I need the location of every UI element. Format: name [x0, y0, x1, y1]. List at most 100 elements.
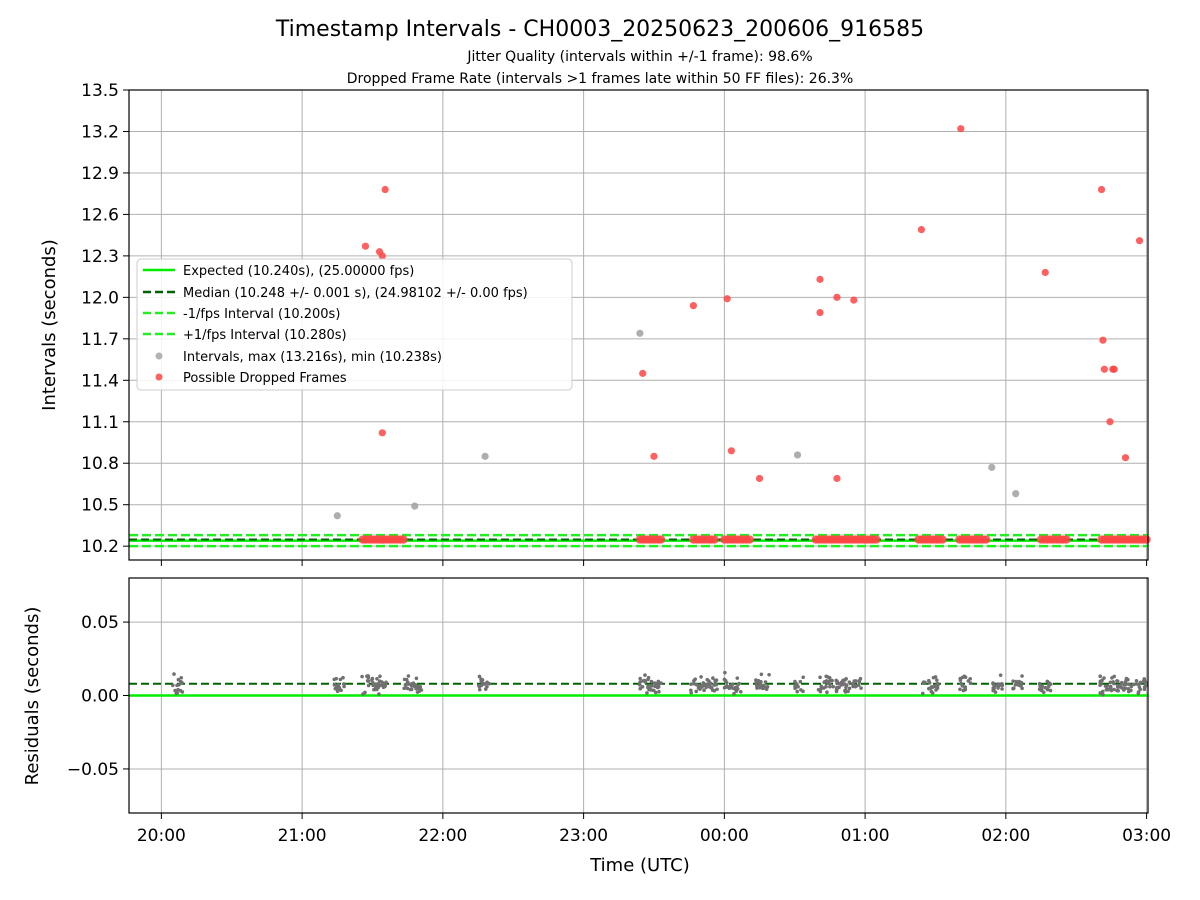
- residual-point: [175, 683, 179, 688]
- residual-point: [715, 687, 719, 692]
- residual-point: [1045, 687, 1050, 692]
- residual-point: [691, 681, 696, 686]
- residual-point: [479, 679, 484, 684]
- dropped-point: [650, 452, 658, 460]
- residual-point: [652, 688, 656, 693]
- residual-point: [402, 677, 407, 682]
- interval-point: [793, 451, 802, 459]
- residual-point: [694, 689, 699, 694]
- residual-point: [179, 675, 184, 680]
- residual-point: [998, 673, 1003, 677]
- residual-point: [841, 678, 845, 683]
- residual-point: [482, 682, 487, 686]
- dropped-point: [1135, 237, 1144, 245]
- interval-point: [988, 463, 996, 471]
- residual-point: [371, 683, 375, 688]
- bottom-y-tick-label: 0.05: [81, 613, 119, 633]
- residual-point: [332, 683, 337, 687]
- top-y-ticks: 10.2 10.5 10.8 11.1 11.4 11.7 12.0 12.3 12.6 12.9…: [81, 81, 129, 557]
- residual-point: [1108, 680, 1113, 685]
- residual-point: [657, 689, 661, 694]
- residual-point: [384, 680, 388, 685]
- residual-point: [378, 683, 383, 688]
- residual-point: [930, 685, 934, 689]
- residual-point: [835, 680, 840, 685]
- residual-point: [479, 683, 484, 688]
- legend-median-label: Median (10.248 +/- 0.001 s), (24.98102 +…: [183, 286, 528, 301]
- residual-point: [337, 685, 342, 690]
- dropped-point: [1110, 365, 1118, 373]
- residual-point: [711, 676, 715, 680]
- residual-point: [416, 686, 421, 691]
- residual-point: [920, 691, 925, 696]
- residual-point: [704, 685, 708, 690]
- bottom-y-ticks: 0.05 0.00 −0.05: [67, 613, 129, 780]
- residual-point: [692, 679, 696, 683]
- residual-point: [827, 680, 831, 684]
- residual-point: [1134, 678, 1139, 683]
- residual-point: [1106, 687, 1111, 692]
- residual-point: [993, 690, 998, 694]
- residual-point: [1040, 684, 1045, 689]
- residual-point: [754, 678, 758, 682]
- interval-point: [1012, 490, 1020, 498]
- dropped-point: [1100, 365, 1108, 373]
- interval-point: [333, 512, 341, 520]
- residual-point: [1020, 674, 1024, 678]
- x-tick-label: 23:00: [559, 826, 608, 846]
- residual-point: [640, 685, 645, 689]
- residual-point: [477, 674, 482, 679]
- residual-point: [819, 686, 823, 691]
- residual-point: [377, 692, 381, 696]
- residual-point: [338, 677, 343, 682]
- residual-point: [1115, 688, 1119, 693]
- residual-point: [702, 688, 706, 692]
- residual-point: [1046, 684, 1051, 689]
- residual-point: [839, 682, 844, 686]
- dropped-point: [727, 447, 735, 455]
- dropped-point: [755, 474, 764, 483]
- residual-point: [366, 679, 371, 683]
- residual-point: [730, 682, 735, 686]
- residual-point: [822, 686, 826, 690]
- residual-point: [759, 672, 764, 677]
- residual-point: [645, 691, 649, 695]
- residual-point: [404, 686, 409, 690]
- residual-point: [844, 677, 848, 681]
- residual-point: [961, 688, 966, 693]
- x-tick-label: 20:00: [137, 826, 186, 846]
- residual-point: [1127, 682, 1131, 687]
- residual-point: [1126, 689, 1131, 694]
- residual-point: [172, 672, 176, 676]
- residual-point: [1112, 674, 1116, 679]
- residual-point: [934, 688, 938, 692]
- residual-point: [852, 683, 857, 687]
- legend-dropped-label: Possible Dropped Frames: [183, 371, 347, 386]
- x-tick-label: 00:00: [700, 826, 749, 846]
- residual-point: [793, 679, 797, 684]
- residual-point: [1115, 679, 1119, 683]
- residual-point: [968, 676, 973, 681]
- residual-point: [927, 686, 931, 691]
- residual-point: [727, 684, 732, 689]
- top-y-tick-label: 11.4: [81, 371, 119, 391]
- residual-point: [405, 680, 410, 684]
- residual-point: [656, 679, 661, 684]
- top-y-tick-label: 12.3: [81, 247, 119, 267]
- residual-point: [1138, 680, 1143, 685]
- residual-point: [1115, 683, 1120, 688]
- residual-point: [765, 685, 770, 689]
- top-y-tick-label: 13.5: [81, 81, 119, 101]
- dropped-point: [639, 369, 647, 377]
- residual-point: [363, 690, 367, 695]
- bottom-y-tick-label: 0.00: [81, 687, 119, 707]
- residual-point: [831, 684, 836, 689]
- residual-point: [835, 686, 840, 690]
- residual-point: [370, 676, 375, 681]
- residual-point: [724, 684, 729, 688]
- residual-point: [642, 678, 647, 683]
- residual-point: [1123, 686, 1128, 691]
- legend-intervals-marker: [155, 352, 163, 360]
- legend-minus-fps-label: -1/fps Interval (10.200s): [183, 307, 340, 322]
